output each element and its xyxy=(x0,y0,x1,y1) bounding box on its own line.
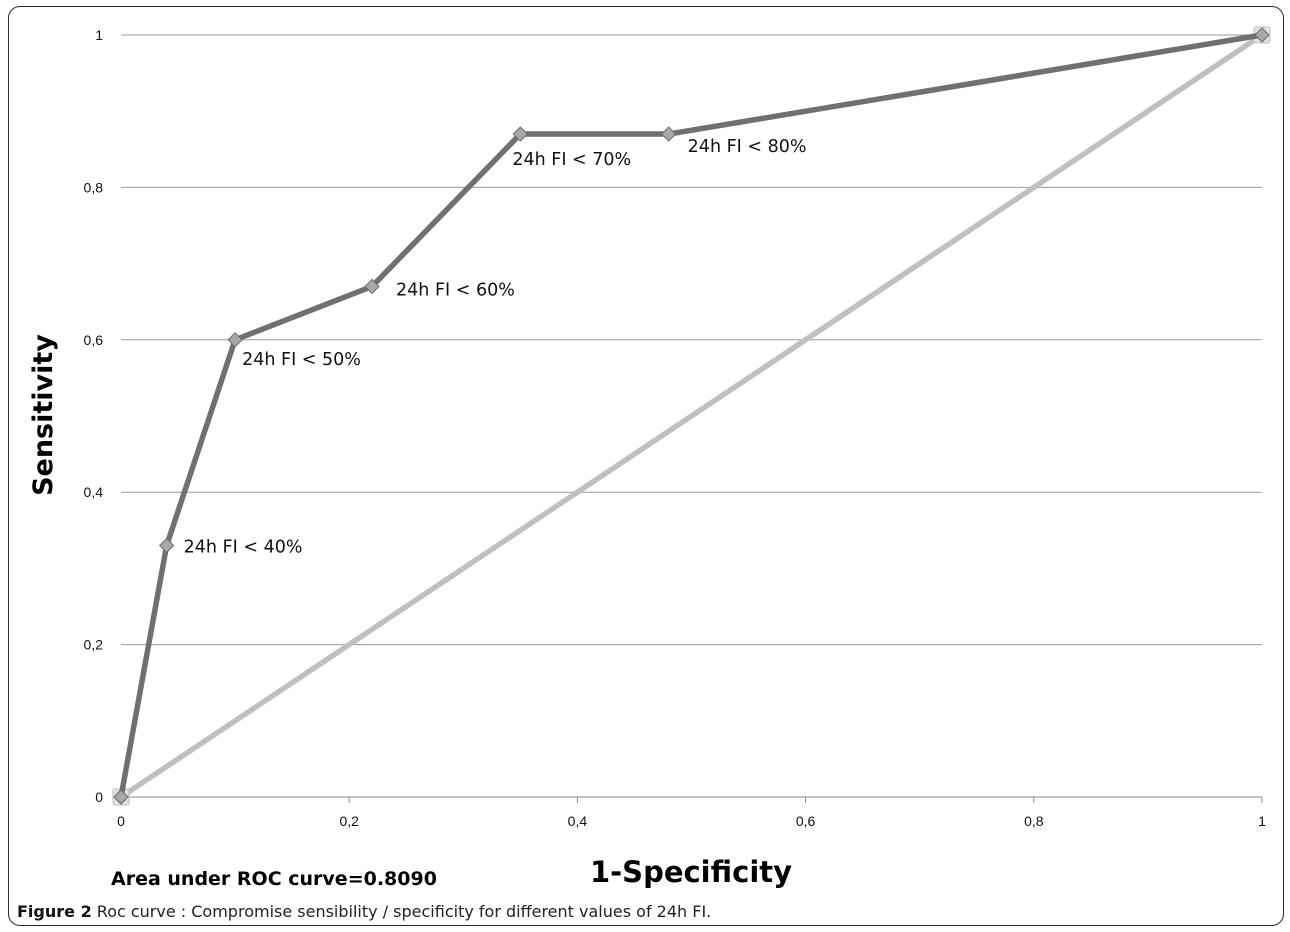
roc-point-marker xyxy=(113,789,129,805)
x-axis-label: 1-Specificity xyxy=(590,855,792,889)
y-tick-label: 1 xyxy=(95,27,103,43)
axis-layer: 0 0,2 0,4 0,6 0,8 1 0 0,2 0,4 0,6 0,8 1 xyxy=(84,27,1267,829)
x-tick-label: 0 xyxy=(117,813,125,829)
y-tick-label: 0,4 xyxy=(84,484,104,500)
reference-diagonal-line xyxy=(118,32,1265,800)
data-point-label: 24h FI < 80% xyxy=(688,137,807,157)
roc-point-marker xyxy=(660,126,677,142)
roc-point-marker xyxy=(512,126,529,142)
data-point-label: 24h FI < 70% xyxy=(512,150,631,170)
x-tick-label: 0,2 xyxy=(339,813,359,829)
y-tick-label: 0 xyxy=(95,789,103,805)
data-point-label: 24h FI < 40% xyxy=(184,538,303,558)
auc-annotation: Area under ROC curve=0.8090 xyxy=(111,868,437,890)
label-layer: 24h FI < 40% 24h FI < 50% 24h FI < 60% 24h … xyxy=(184,137,807,557)
x-tick-label: 0,6 xyxy=(796,813,816,829)
roc-point-marker xyxy=(158,537,175,554)
data-point-label: 24h FI < 60% xyxy=(396,280,515,300)
x-tick-label: 0,8 xyxy=(1024,813,1044,829)
roc-point-marker xyxy=(227,332,243,348)
x-tick-label: 1 xyxy=(1258,813,1266,829)
y-axis-label: Sensitivity xyxy=(28,334,59,496)
caption-text: Roc curve : Compromise sensibility / spe… xyxy=(96,902,712,921)
figure-number: Figure 2 xyxy=(17,902,92,921)
series-layer xyxy=(112,26,1271,806)
figure-caption: Figure 2 Roc curve : Compromise sensibil… xyxy=(17,902,711,921)
y-tick-label: 0,8 xyxy=(84,179,104,195)
grid-layer xyxy=(121,34,1262,646)
roc-point-marker xyxy=(1254,27,1270,43)
y-tick-label: 0,6 xyxy=(84,332,104,348)
x-tick-label: 0,4 xyxy=(568,813,588,829)
roc-point-marker xyxy=(364,278,380,295)
y-tick-label: 0,2 xyxy=(84,637,104,653)
data-point-label: 24h FI < 50% xyxy=(242,350,361,370)
